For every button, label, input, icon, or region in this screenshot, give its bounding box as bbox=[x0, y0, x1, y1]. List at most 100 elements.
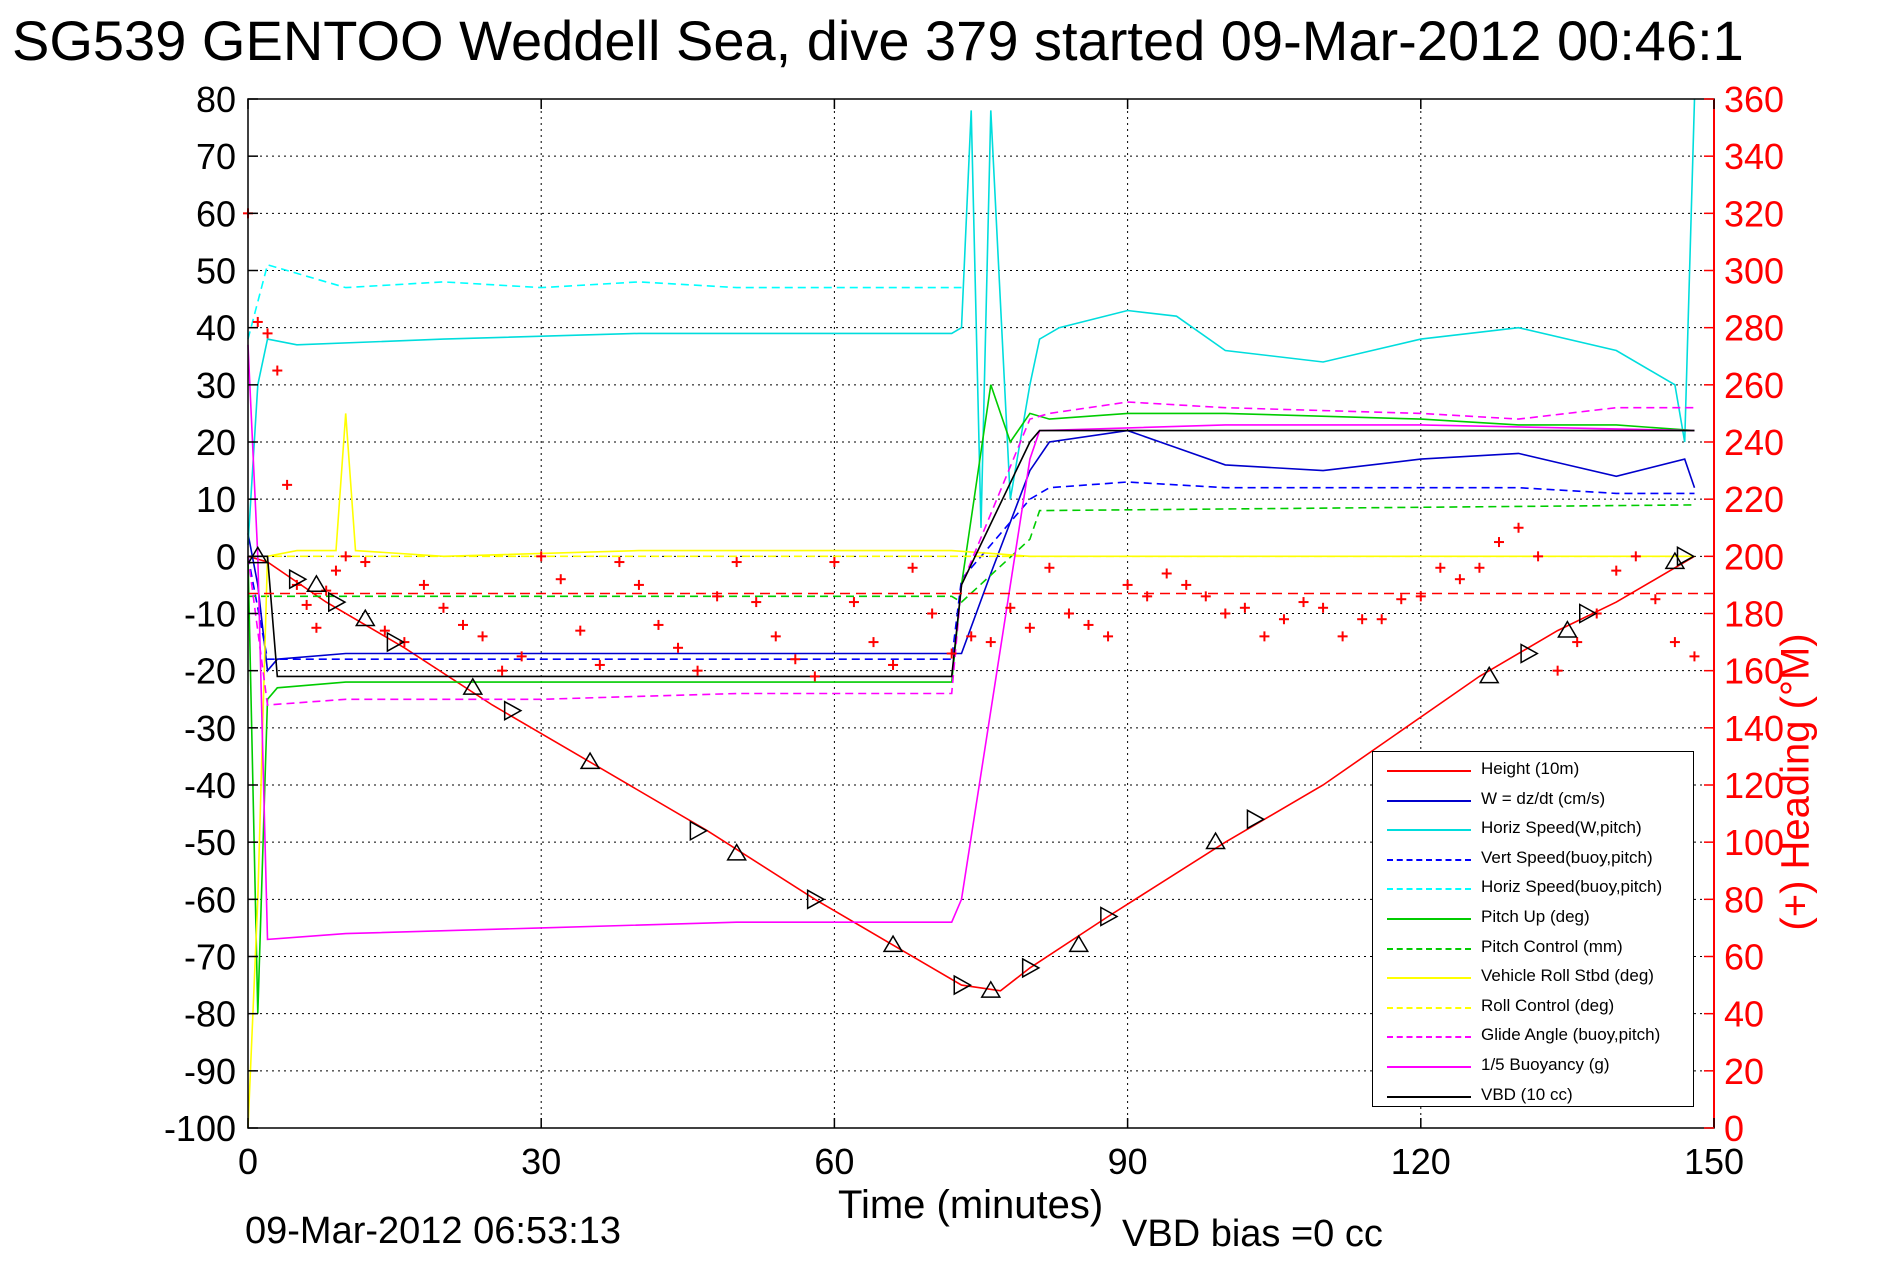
triangle-marker bbox=[1557, 620, 1578, 638]
triangle-marker bbox=[1664, 551, 1686, 570]
legend-swatch bbox=[1387, 1006, 1471, 1009]
legend-item: Horiz Speed(buoy,pitch) bbox=[1373, 874, 1693, 902]
heading-point bbox=[1337, 631, 1348, 642]
legend-label: Pitch Control (mm) bbox=[1481, 936, 1623, 956]
heading-point bbox=[1689, 651, 1700, 662]
series-line-11 bbox=[248, 429, 1695, 678]
heading-point bbox=[262, 328, 273, 339]
legend-label: Horiz Speed(buoy,pitch) bbox=[1481, 877, 1663, 897]
tick-labels: 0 30 60 90 120 15080706050403020100-10-20-30-… bbox=[164, 79, 1784, 1182]
triangle-marker bbox=[1068, 934, 1090, 953]
heading-point bbox=[614, 557, 625, 568]
series-layer bbox=[247, 98, 1696, 1129]
legend-label: VBD (10 cc) bbox=[1481, 1084, 1573, 1104]
heading-point bbox=[653, 619, 664, 630]
heading-point bbox=[418, 579, 429, 590]
y-tick-label: -20 bbox=[184, 651, 236, 692]
legend-label: 1/5 Buoyancy (g) bbox=[1481, 1055, 1610, 1074]
legend-item: VBD (10 cc) bbox=[1373, 1082, 1693, 1110]
y-tick-label: -100 bbox=[164, 1108, 236, 1149]
y-tick-label: 0 bbox=[216, 536, 236, 577]
heading-point bbox=[790, 654, 801, 665]
legend-label: Vert Speed(buoy,pitch) bbox=[1481, 847, 1653, 867]
legend-label: Glide Angle (buoy,pitch) bbox=[1481, 1025, 1661, 1045]
right-y-axis-label: (+) Heading (°M) bbox=[1773, 633, 1818, 931]
legend-swatch bbox=[1387, 858, 1471, 861]
heading-point bbox=[1513, 522, 1524, 533]
heading-layer bbox=[243, 208, 1714, 682]
triangle-marker bbox=[980, 980, 1002, 998]
y-tick-label: 20 bbox=[196, 422, 236, 463]
triangle-marker bbox=[1246, 809, 1266, 830]
heading-point bbox=[927, 608, 938, 619]
legend-item: Roll Control (deg) bbox=[1373, 993, 1693, 1021]
heading-point bbox=[575, 625, 586, 636]
heading-point bbox=[692, 665, 703, 676]
vbd-bias-label: VBD bias =0 cc bbox=[1122, 1213, 1383, 1255]
heading-point bbox=[1142, 591, 1153, 602]
legend-label: W = dz/dt (cm/s) bbox=[1481, 788, 1606, 808]
legend-label: Height (10m) bbox=[1481, 759, 1580, 778]
heading-point bbox=[360, 557, 371, 568]
y-tick-label: 50 bbox=[196, 251, 236, 292]
triangle-marker bbox=[503, 700, 523, 721]
legend-label: Roll Control (deg) bbox=[1481, 995, 1615, 1015]
y-tick-label: 70 bbox=[196, 136, 236, 177]
heading-point bbox=[633, 579, 644, 590]
legend-item: Height (10m) bbox=[1373, 756, 1693, 784]
y-tick-label: 60 bbox=[196, 193, 236, 234]
heading-point bbox=[966, 631, 977, 642]
heading-point bbox=[340, 551, 351, 562]
legend-item: Glide Angle (buoy,pitch) bbox=[1373, 1022, 1693, 1050]
triangle-marker bbox=[579, 751, 601, 770]
timestamp-label: 09-Mar-2012 06:53:13 bbox=[245, 1210, 622, 1252]
heading-point bbox=[751, 597, 762, 608]
y2-tick-label: 120 bbox=[1724, 765, 1784, 806]
heading-point bbox=[1220, 608, 1231, 619]
triangle-marker bbox=[1478, 665, 1500, 684]
heading-point bbox=[379, 625, 390, 636]
heading-point bbox=[1396, 594, 1407, 605]
legend-swatch bbox=[1387, 977, 1471, 980]
y2-tick-label: 220 bbox=[1724, 479, 1784, 520]
heading-point bbox=[1083, 619, 1094, 630]
heading-point bbox=[1122, 579, 1133, 590]
y-tick-label: 80 bbox=[196, 79, 236, 120]
y2-tick-label: 320 bbox=[1724, 193, 1784, 234]
y-tick-label: -40 bbox=[184, 765, 236, 806]
triangle-marker bbox=[354, 608, 376, 627]
legend-swatch bbox=[1387, 770, 1471, 772]
heading-point bbox=[477, 631, 488, 642]
triangle-marker bbox=[726, 843, 747, 861]
y-tick-label: -60 bbox=[184, 879, 236, 920]
triangle-marker bbox=[386, 631, 406, 653]
legend-swatch bbox=[1387, 1095, 1471, 1098]
triangle-marker bbox=[288, 568, 308, 590]
y-tick-label: -50 bbox=[184, 822, 236, 863]
x-tick-label: 90 bbox=[1108, 1141, 1148, 1182]
heading-point bbox=[497, 665, 508, 676]
heading-point bbox=[946, 648, 957, 659]
y2-tick-label: 40 bbox=[1724, 994, 1764, 1035]
heading-point bbox=[1005, 602, 1016, 613]
heading-point bbox=[301, 599, 312, 610]
heading-point bbox=[516, 651, 527, 662]
heading-point bbox=[594, 659, 605, 670]
y2-tick-label: 240 bbox=[1724, 422, 1784, 463]
heading-point bbox=[1474, 562, 1485, 573]
chart-title: SG539 GENTOO Weddell Sea, dive 379 start… bbox=[12, 9, 1744, 72]
legend-item: Vert Speed(buoy,pitch) bbox=[1373, 845, 1693, 873]
heading-point bbox=[458, 619, 469, 630]
heading-point bbox=[1239, 602, 1250, 613]
heading-point bbox=[272, 365, 283, 376]
legend-item: Pitch Up (deg) bbox=[1373, 904, 1693, 932]
heading-point bbox=[1572, 637, 1583, 648]
heading-point bbox=[1669, 637, 1680, 648]
triangle-marker bbox=[247, 545, 269, 564]
legend-item: 1/5 Buoyancy (g) bbox=[1373, 1052, 1693, 1080]
series-line-1 bbox=[247, 429, 1696, 673]
y2-tick-label: 140 bbox=[1724, 708, 1784, 749]
legend-swatch bbox=[1387, 888, 1471, 891]
heading-point bbox=[1200, 591, 1211, 602]
x-tick-label: 30 bbox=[521, 1141, 561, 1182]
